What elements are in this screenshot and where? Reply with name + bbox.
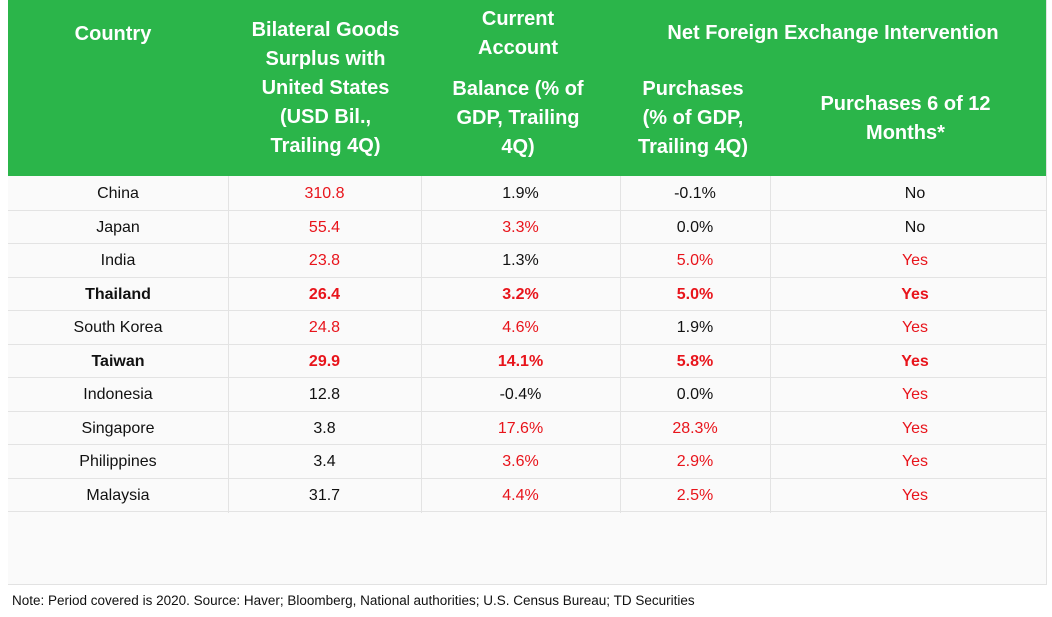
- cell-country: Taiwan: [91, 352, 145, 370]
- column-divider: [421, 176, 422, 513]
- cell-purchases: 5.0%: [676, 285, 714, 303]
- cell-country: Singapore: [81, 419, 155, 437]
- cell-surplus: 23.8: [308, 252, 341, 269]
- cell-purchases-months: No: [904, 185, 926, 202]
- column-divider: [620, 176, 621, 513]
- cell-surplus: 31.7: [308, 486, 341, 504]
- cell-purchases-months: Yes: [901, 453, 929, 470]
- table-row: Philippines 3.4 3.6% 2.9% Yes: [8, 445, 1046, 478]
- cell-current-account: 1.9%: [502, 185, 539, 202]
- table-row: Thailand 26.4 3.2% 5.0% Yes: [8, 278, 1046, 311]
- row-divider: [8, 477, 1046, 479]
- cell-country: India: [100, 252, 136, 269]
- row-divider: [8, 410, 1046, 412]
- cell-surplus: 26.4: [308, 285, 341, 303]
- cell-current-account: -0.4%: [499, 386, 542, 403]
- header-country: Country: [74, 23, 152, 45]
- cell-purchases-months: No: [904, 218, 926, 236]
- cell-country: Indonesia: [83, 386, 153, 403]
- cell-surplus: 29.9: [308, 352, 341, 370]
- cell-purchases: 1.9%: [676, 319, 714, 336]
- cell-surplus: 24.8: [308, 319, 341, 336]
- cell-purchases-months: Yes: [901, 386, 929, 403]
- cell-purchases-months: Yes: [901, 319, 929, 336]
- cell-country: Philippines: [79, 453, 157, 470]
- table-container: Country Bilateral Goods Surplus with Uni…: [8, 0, 1047, 585]
- row-divider: [8, 243, 1046, 244]
- cell-current-account: 14.1%: [497, 352, 544, 370]
- column-divider: [228, 176, 229, 513]
- header-purchases: Purchases (% of GDP, Trailing 4Q): [637, 78, 749, 158]
- column-divider: [770, 176, 771, 513]
- header-current-account-bottom: Balance (% of GDP, Trailing 4Q): [452, 78, 584, 158]
- table-row: South Korea 24.8 4.6% 1.9% Yes: [8, 311, 1046, 344]
- table-row: India 23.8 1.3% 5.0% Yes: [8, 244, 1046, 277]
- header-net-fx-intervention: Net Foreign Exchange Intervention: [667, 22, 999, 44]
- table-header: Country Bilateral Goods Surplus with Uni…: [8, 0, 1046, 176]
- row-divider: [8, 444, 1046, 445]
- row-divider: [8, 511, 1046, 512]
- table-row: Indonesia 12.8 -0.4% 0.0% Yes: [8, 378, 1046, 411]
- cell-purchases: 5.0%: [676, 252, 714, 269]
- cell-current-account: 1.3%: [502, 252, 539, 269]
- row-divider: [8, 310, 1046, 311]
- cell-surplus: 310.8: [304, 185, 345, 202]
- cell-current-account: 3.6%: [502, 453, 539, 470]
- cell-country: Japan: [96, 218, 140, 236]
- cell-purchases: 2.9%: [676, 453, 714, 470]
- cell-surplus: 55.4: [308, 218, 341, 236]
- table-row: Malaysia 31.7 4.4% 2.5% Yes: [8, 479, 1046, 512]
- cell-country: Malaysia: [86, 486, 150, 504]
- cell-current-account: 3.3%: [502, 218, 539, 236]
- cell-purchases: 0.0%: [676, 386, 714, 403]
- table-row: China 310.8 1.9% -0.1% No: [8, 177, 1046, 210]
- cell-purchases: 2.5%: [676, 486, 714, 504]
- cell-purchases: 5.8%: [676, 352, 714, 370]
- header-bilateral-surplus: Bilateral Goods Surplus with United Stat…: [251, 19, 400, 157]
- cell-purchases-months: Yes: [901, 352, 929, 370]
- cell-country: Thailand: [85, 285, 151, 303]
- cell-country: South Korea: [73, 319, 163, 336]
- header-current-account-top: Current Account: [478, 8, 558, 59]
- header-purchases-months: Purchases 6 of 12 Months*: [820, 93, 991, 144]
- cell-purchases-months: Yes: [901, 486, 929, 504]
- table-row: Japan 55.4 3.3% 0.0% No: [8, 211, 1046, 244]
- cell-purchases-months: Yes: [901, 419, 929, 437]
- row-divider: [8, 377, 1046, 378]
- cell-surplus: 12.8: [308, 386, 341, 403]
- table-row: Taiwan 29.9 14.1% 5.8% Yes: [8, 345, 1046, 378]
- row-divider: [8, 276, 1046, 278]
- row-divider: [8, 343, 1046, 345]
- cell-surplus: 3.8: [313, 419, 336, 437]
- cell-country: China: [97, 185, 139, 202]
- cell-purchases: -0.1%: [674, 185, 716, 202]
- cell-purchases-months: Yes: [901, 285, 929, 303]
- cell-current-account: 17.6%: [497, 419, 544, 437]
- cell-current-account: 3.2%: [502, 285, 539, 303]
- cell-purchases: 28.3%: [672, 419, 718, 437]
- table-row: Singapore 3.8 17.6% 28.3% Yes: [8, 412, 1046, 445]
- cell-surplus: 3.4: [313, 453, 336, 470]
- cell-current-account: 4.6%: [502, 319, 539, 336]
- cell-current-account: 4.4%: [502, 486, 539, 504]
- cell-purchases: 0.0%: [676, 218, 714, 236]
- row-divider: [8, 209, 1046, 211]
- cell-purchases-months: Yes: [901, 252, 929, 269]
- source-note: Note: Period covered is 2020. Source: Ha…: [12, 593, 695, 608]
